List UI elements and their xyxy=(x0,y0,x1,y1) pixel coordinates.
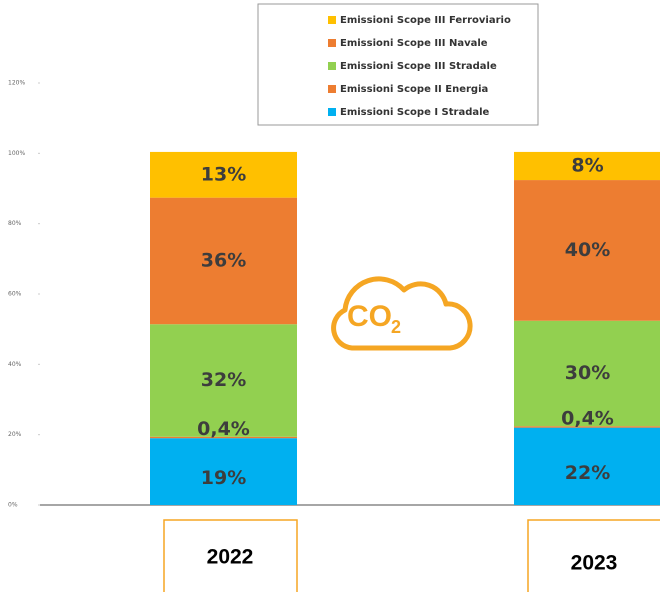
bar-segment xyxy=(150,438,297,505)
value-label: 22% xyxy=(565,462,610,484)
bar-segment xyxy=(514,426,660,428)
bar-segment xyxy=(150,151,297,198)
legend-box xyxy=(257,3,539,126)
legend-swatch xyxy=(328,108,336,116)
bar-segment xyxy=(514,180,660,321)
value-label: 30% xyxy=(565,362,610,384)
x-tick-label: 2023 xyxy=(571,552,618,575)
category-box xyxy=(527,519,660,592)
y-tick-label: 100% xyxy=(8,150,25,157)
legend-label: Emissioni Scope III Stradale xyxy=(340,61,497,72)
value-label: 32% xyxy=(201,369,246,391)
bar-segment xyxy=(514,151,660,181)
x-tick-label: 2022 xyxy=(207,546,254,569)
bar-segment xyxy=(150,324,297,437)
cloud-outline xyxy=(331,276,473,351)
value-label: 8% xyxy=(571,154,603,176)
icon-text: CO xyxy=(347,300,392,333)
y-tick-label: 0% xyxy=(8,502,18,509)
y-tick-label: 80% xyxy=(8,220,22,227)
bar-segment xyxy=(514,427,660,505)
icon-subscript: 2 xyxy=(391,317,401,337)
legend-swatch xyxy=(328,62,336,70)
legend-label: Emissioni Scope I Stradale xyxy=(340,107,490,118)
bar-segment xyxy=(514,320,660,427)
bar-segment xyxy=(150,436,297,439)
value-label: 0,4% xyxy=(197,418,250,440)
value-label: 0,4% xyxy=(561,407,614,429)
co2-icon xyxy=(331,276,473,351)
category-box xyxy=(163,519,298,592)
value-label: 19% xyxy=(201,467,246,489)
legend-label: Emissioni Scope II Energia xyxy=(340,84,488,95)
y-tick-label: 60% xyxy=(8,291,22,298)
legend-label: Emissioni Scope III Ferroviario xyxy=(340,15,511,26)
bar-segment xyxy=(150,197,297,325)
y-tick-label: 40% xyxy=(8,361,22,368)
y-tick-label: 120% xyxy=(8,80,25,87)
legend-swatch xyxy=(328,16,336,24)
y-tick-label: 20% xyxy=(8,431,22,438)
legend-swatch xyxy=(328,85,336,93)
value-label: 13% xyxy=(201,163,246,185)
legend-label: Emissioni Scope III Navale xyxy=(340,38,488,49)
value-label: 36% xyxy=(201,249,246,271)
legend-swatch xyxy=(328,39,336,47)
value-label: 40% xyxy=(565,239,610,261)
